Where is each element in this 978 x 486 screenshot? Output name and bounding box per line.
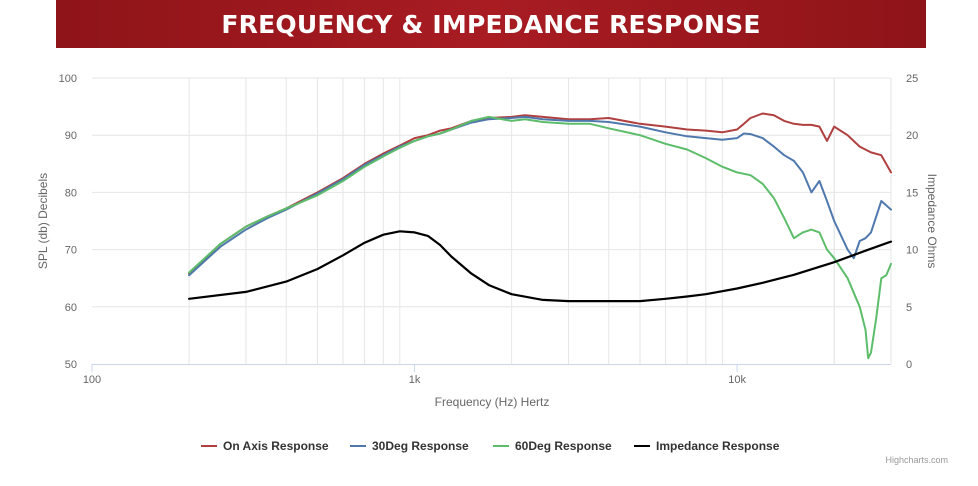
y-axis-title: SPL (db) Decibels: [36, 173, 50, 269]
grid-lines: [92, 77, 892, 364]
chart-title: FREQUENCY & IMPEDANCE RESPONSE: [221, 9, 761, 39]
x-tick-label: 10k: [728, 374, 746, 386]
y-tick-label: 50: [65, 359, 77, 371]
credits-link[interactable]: Highcharts.com: [885, 455, 948, 465]
axes: 50 60 70 80 90 100 0 5 10 15 20 25 100 1k 10k: [59, 73, 919, 386]
legend-label: Impedance Response: [656, 439, 780, 453]
series-lines: [188, 112, 893, 360]
legend-item-impedance-response[interactable]: Impedance Response: [634, 439, 780, 453]
y-tick-label: 100: [59, 73, 77, 85]
y2-tick-label: 15: [906, 187, 918, 199]
legend-item-on-axis-response[interactable]: On Axis Response: [201, 439, 329, 453]
y2-tick-label: 10: [906, 245, 918, 257]
y2-tick-label: 20: [906, 130, 918, 142]
legend-item-30deg-response[interactable]: 30Deg Response: [350, 439, 469, 453]
series-line-on-axis-response: [188, 112, 892, 275]
series-line-impedance-response: [188, 230, 893, 303]
series-line-30deg-response: [188, 115, 892, 277]
legend-item-60deg-response[interactable]: 60Deg Response: [493, 439, 612, 453]
x-axis-title: Frequency (Hz) Hertz: [435, 395, 550, 409]
y2-tick-label: 5: [906, 302, 912, 314]
x-tick-label: 100: [83, 374, 101, 386]
y2-tick-label: 0: [906, 359, 912, 371]
y2-tick-label: 25: [906, 73, 918, 85]
x-tick-label: 1k: [409, 374, 421, 386]
y-tick-label: 90: [65, 130, 77, 142]
chart-title-banner: FREQUENCY & IMPEDANCE RESPONSE: [56, 0, 926, 48]
y-tick-label: 60: [65, 302, 77, 314]
y-tick-label: 80: [65, 187, 77, 199]
series-line-60deg-response: [188, 115, 892, 360]
legend-label: On Axis Response: [223, 439, 329, 453]
legend-label: 30Deg Response: [372, 439, 469, 453]
legend: On Axis Response 30Deg Response 60Deg Resp…: [201, 439, 780, 453]
y2-axis-title: Impedance Ohms: [925, 174, 939, 269]
y-tick-label: 70: [65, 245, 77, 257]
legend-label: 60Deg Response: [515, 439, 612, 453]
